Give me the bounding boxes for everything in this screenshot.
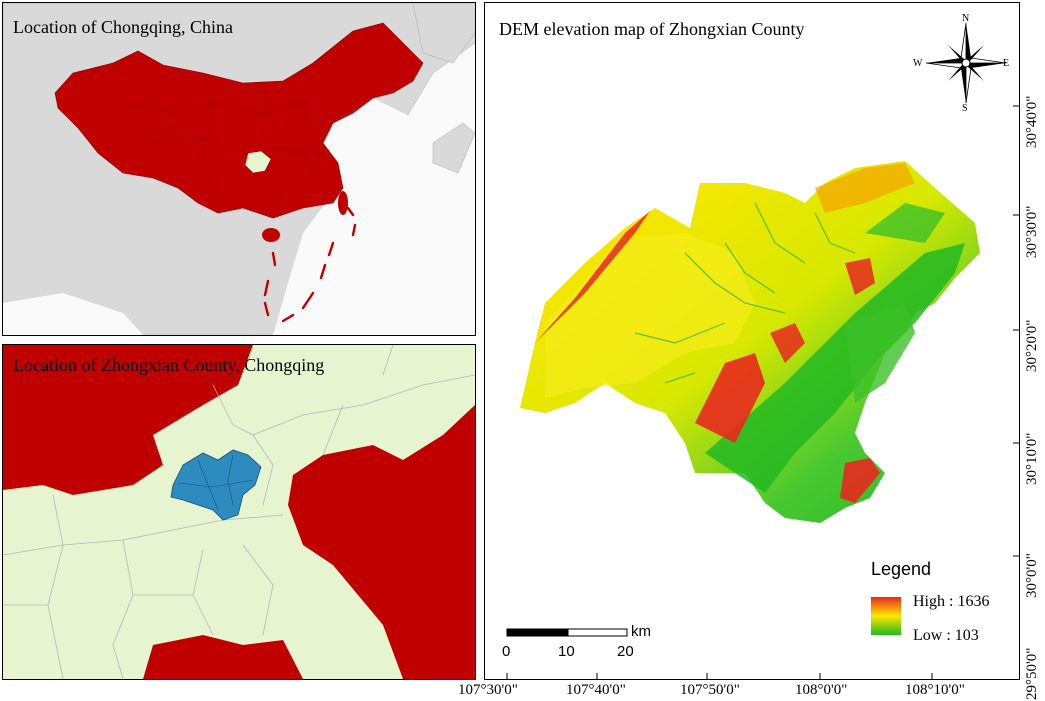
lon-label: 108°0'0" <box>795 682 848 698</box>
lat-label: 30°20'0" <box>1024 319 1040 372</box>
dem-map <box>506 22 1019 679</box>
lat-label: 30°40'0" <box>1024 95 1040 148</box>
chongqing-panel-title: Location of Zhongxian County, Chongqing <box>13 355 325 375</box>
chongqing-location-panel: Location of Zhongxian County, Chongqing <box>2 344 476 680</box>
scale-label-10: 10 <box>558 643 575 660</box>
lat-label: 29°50'0" <box>1024 647 1040 700</box>
zhongxian-county-shape <box>170 449 262 521</box>
china-map <box>3 3 475 335</box>
scale-label-20: 20 <box>617 643 634 660</box>
scale-unit-label: km <box>631 623 651 640</box>
chongqing-shape <box>244 150 272 174</box>
legend-high-label: High : 1636 <box>913 593 990 610</box>
scale-label-0: 0 <box>502 643 511 660</box>
compass-s-label: S <box>962 103 968 114</box>
china-shape <box>54 22 424 219</box>
compass-w-label: W <box>913 58 923 69</box>
north-arrow-icon <box>925 22 1007 104</box>
scale-bar <box>506 628 628 637</box>
lat-label: 30°30'0" <box>1024 205 1040 258</box>
lon-label: 107°30'0" <box>458 682 518 698</box>
dem-panel-title: DEM elevation map of Zhongxian County <box>499 19 805 39</box>
compass-e-label: E <box>1003 58 1010 69</box>
lat-label: 30°0'0" <box>1024 553 1040 598</box>
lon-label: 108°10'0" <box>905 682 965 698</box>
china-panel-title: Location of Chongqing, China <box>13 17 233 37</box>
legend-color-ramp <box>871 597 901 635</box>
lon-label: 107°40'0" <box>566 682 626 698</box>
lon-label: 107°50'0" <box>680 682 740 698</box>
china-location-panel: Location of Chongqing, China <box>2 2 476 336</box>
legend-title: Legend <box>871 559 932 579</box>
dem-panel: DEM elevation map of Zhongxian County N … <box>484 2 1020 680</box>
lat-label: 30°10'0" <box>1024 432 1040 485</box>
compass-n-label: N <box>962 13 970 24</box>
legend-low-label: Low : 103 <box>913 627 979 644</box>
chongqing-map <box>3 345 475 679</box>
